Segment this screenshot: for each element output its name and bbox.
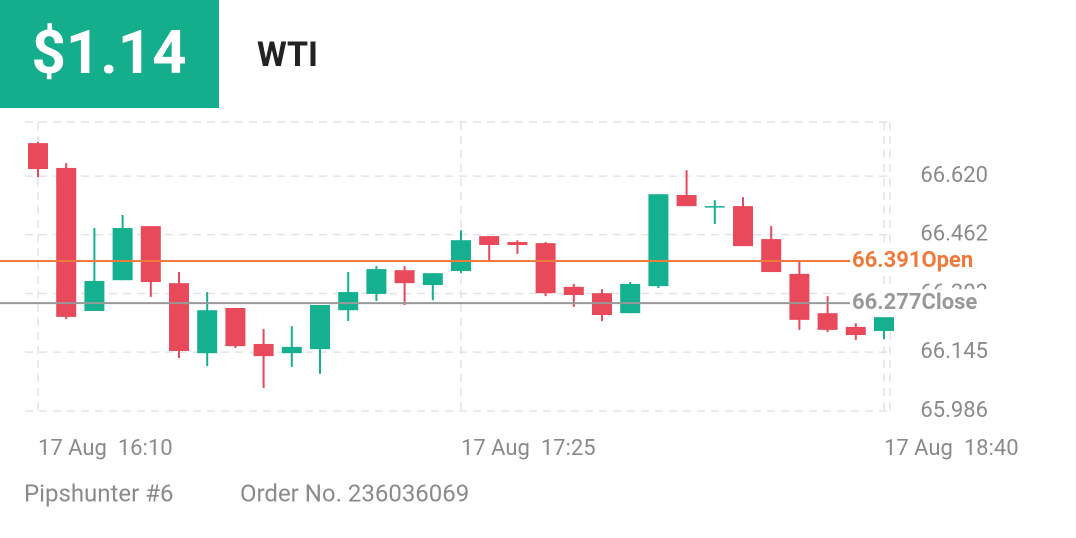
candle-body xyxy=(874,316,894,331)
candle-body xyxy=(84,280,105,311)
candle-body xyxy=(479,236,500,246)
candle-body xyxy=(451,240,471,271)
candle-body xyxy=(422,273,443,286)
account: Pipshunter #6 xyxy=(24,479,173,507)
candle-body xyxy=(310,305,330,350)
candle-body xyxy=(253,343,274,357)
reference-name: Open xyxy=(922,248,974,273)
candle-body xyxy=(28,143,48,170)
reference-value: 66.391 xyxy=(852,248,922,273)
candle-body xyxy=(140,226,161,283)
order-number: Order No. 236036069 xyxy=(240,479,469,507)
candle-body xyxy=(845,326,866,336)
candle-body xyxy=(281,346,302,354)
candle-body xyxy=(535,243,556,294)
candle-body xyxy=(507,242,528,246)
reference-label-bg xyxy=(850,289,990,318)
x-tick-label: 17 Aug 18:40 xyxy=(884,436,1019,461)
reference-label: 66.391Open xyxy=(852,248,973,273)
x-tick-label: 17 Aug 16:10 xyxy=(38,436,173,461)
y-tick-label: 66.145 xyxy=(920,339,988,364)
reference-label-bg xyxy=(850,246,990,275)
candle-body xyxy=(112,227,133,281)
candle-body xyxy=(366,269,387,294)
candle-body xyxy=(733,206,753,247)
reference-value: 66.277 xyxy=(852,290,922,315)
reference-name: Close xyxy=(922,290,978,315)
candle-body xyxy=(56,167,77,317)
candle-body xyxy=(761,239,782,273)
candle-body xyxy=(789,273,810,320)
candle-body xyxy=(648,194,669,287)
x-tick-label: 17 Aug 17:25 xyxy=(461,436,596,461)
amount-badge xyxy=(0,0,219,108)
y-tick-label: 66.462 xyxy=(920,221,988,246)
candle-body xyxy=(817,313,838,330)
candle-body xyxy=(338,292,359,311)
candle-body xyxy=(169,283,189,351)
candle-body xyxy=(676,194,697,207)
y-tick-label: 66.620 xyxy=(920,163,988,188)
candle-body xyxy=(563,286,584,296)
y-tick-label: 65.986 xyxy=(920,398,988,423)
candle-body xyxy=(394,270,415,284)
amount: $1.14 xyxy=(31,17,186,88)
candle-body xyxy=(620,283,641,314)
reference-label: 66.277Close xyxy=(852,290,977,315)
symbol: WTI xyxy=(257,35,318,75)
candle-body xyxy=(197,310,218,354)
candle-body xyxy=(225,307,246,347)
candle-body xyxy=(704,206,725,208)
